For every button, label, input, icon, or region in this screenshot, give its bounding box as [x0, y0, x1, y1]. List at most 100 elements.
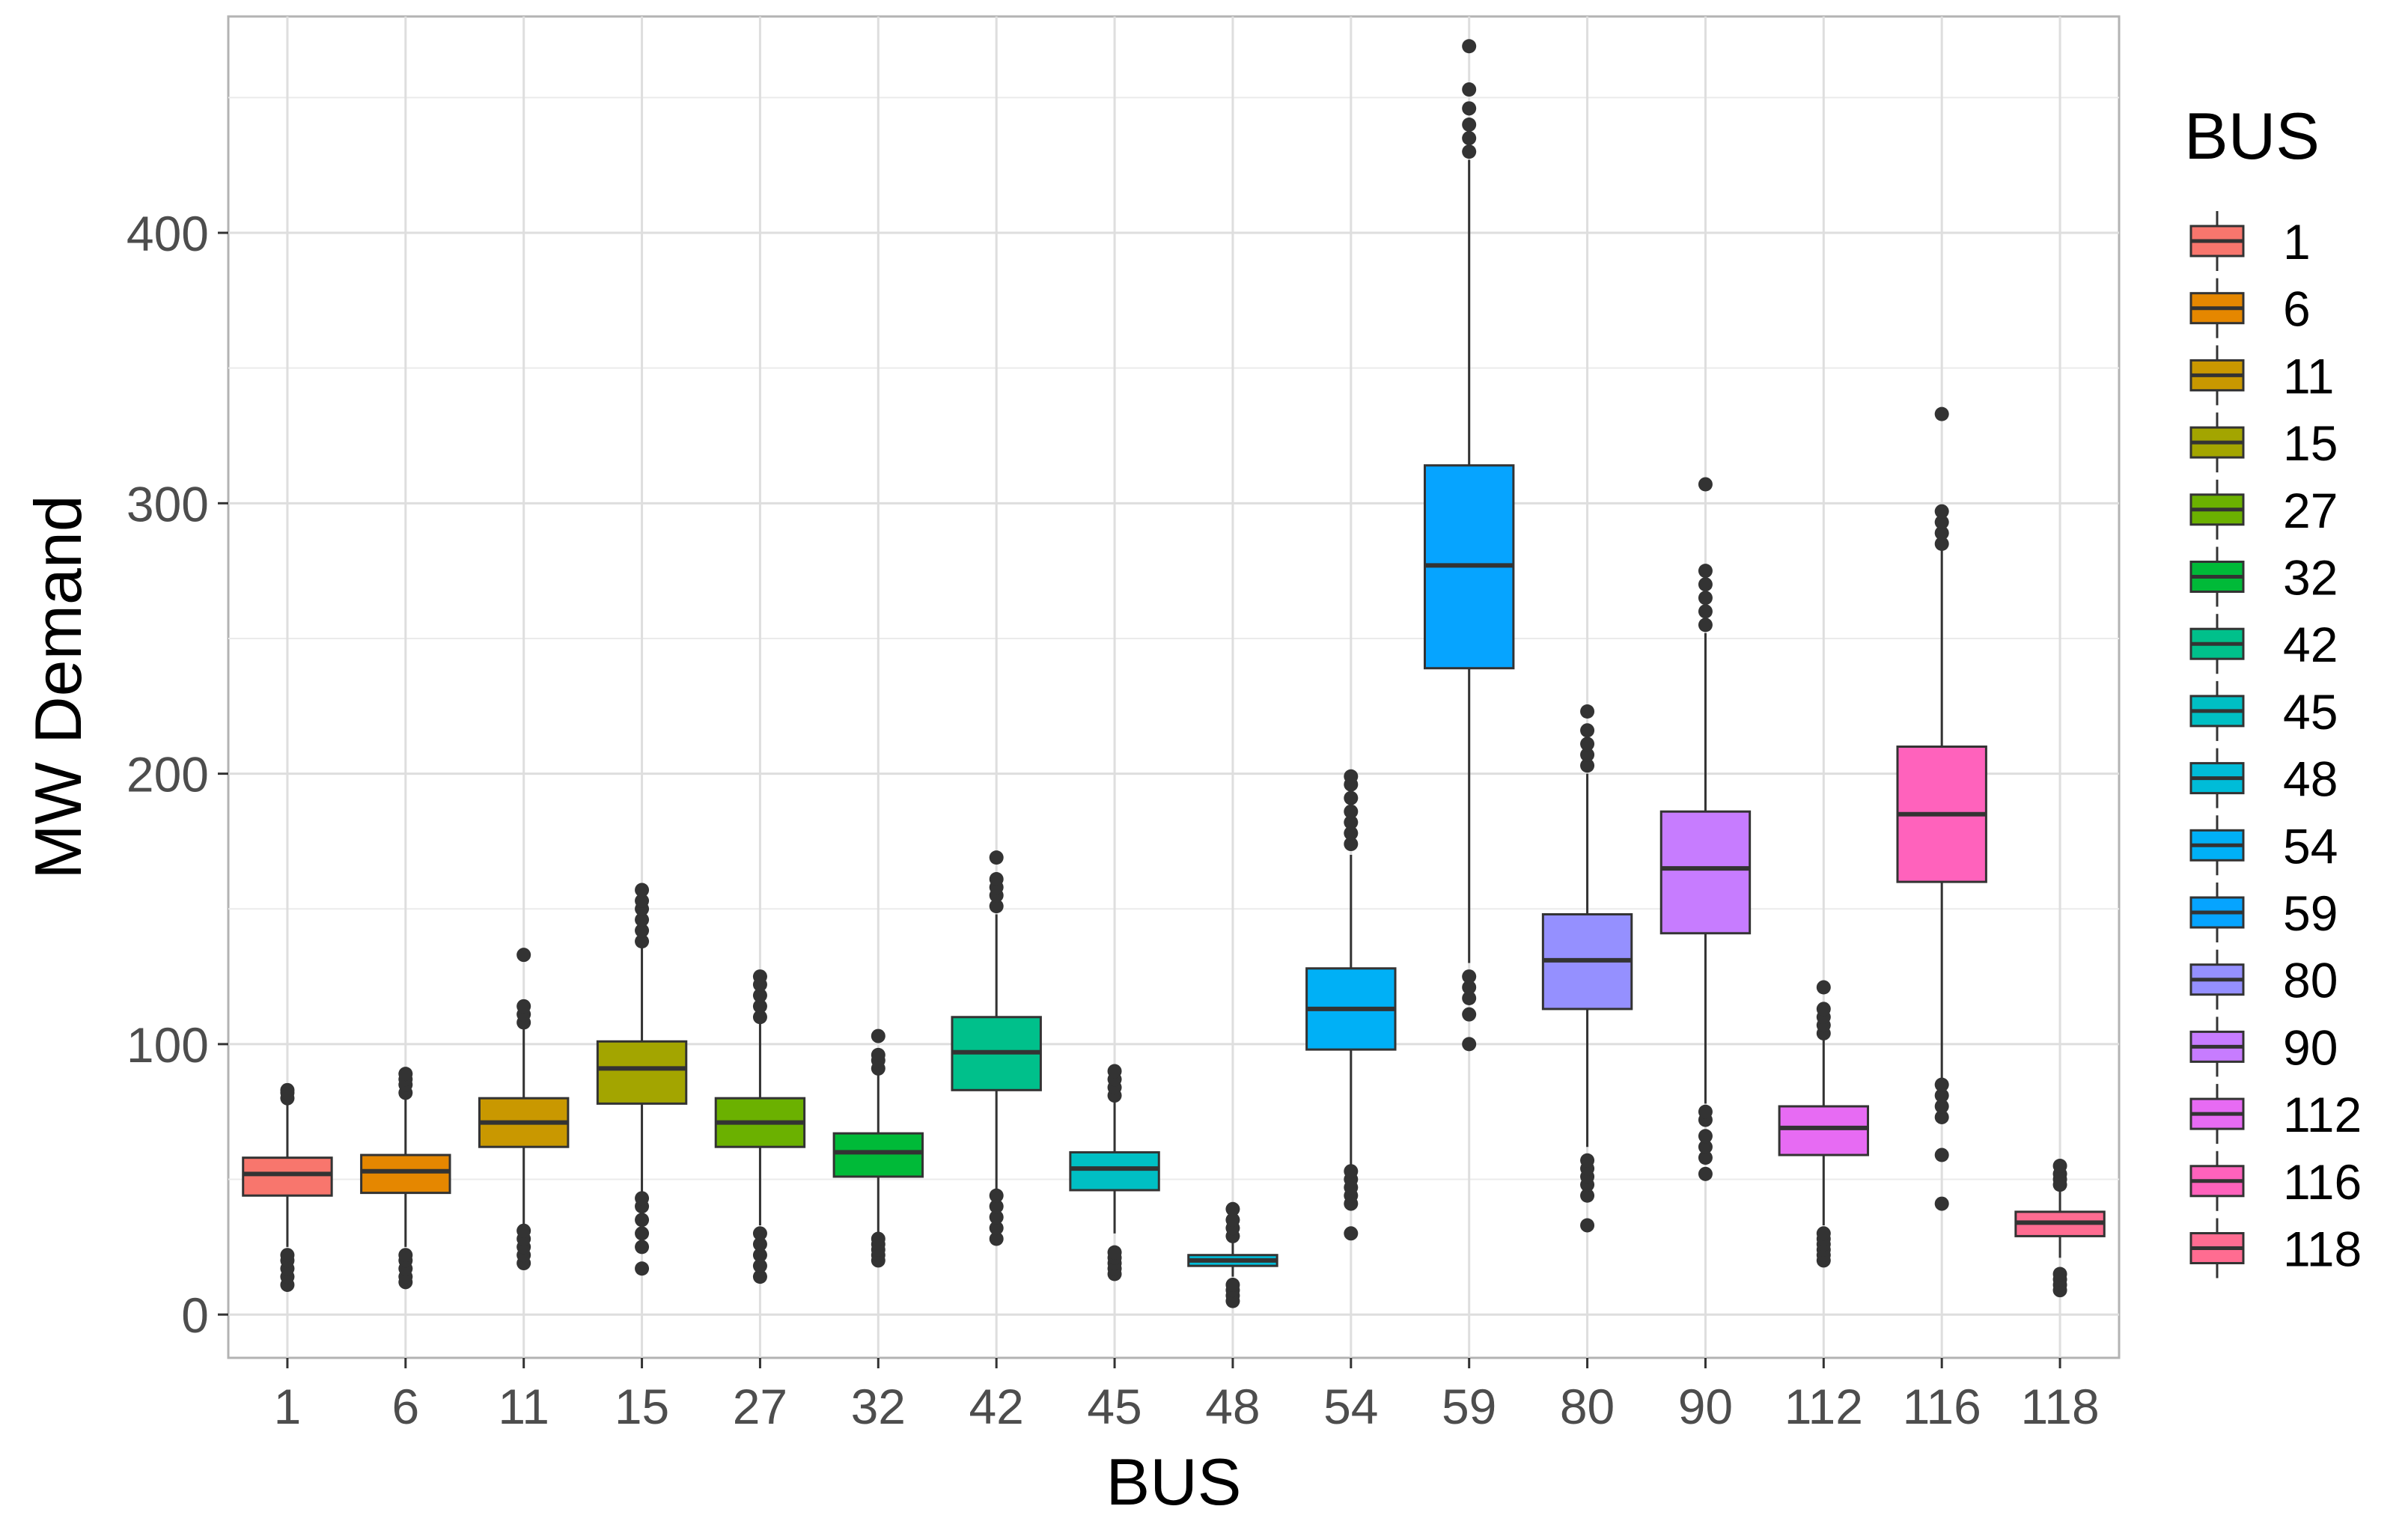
legend-item-27: 27	[2184, 476, 2338, 543]
box-bus-116	[1896, 406, 1987, 1211]
outlier-point	[1580, 1218, 1595, 1233]
y-tick-label: 100	[127, 1017, 209, 1073]
legend-item-54: 54	[2184, 812, 2338, 879]
outlier-point	[1344, 1226, 1359, 1241]
outlier-point	[1344, 769, 1359, 784]
box-iqr	[832, 1132, 924, 1178]
outlier-point	[1698, 618, 1713, 633]
box-bus-48	[1187, 1201, 1278, 1308]
legend-item-label: 6	[2283, 281, 2311, 337]
legend-item-11: 11	[2184, 342, 2335, 409]
legend-item-label: 54	[2283, 818, 2338, 874]
x-axis: 1 6 11 15 27 32 42 45 48 54 59 80 90 112 116 118	[274, 1358, 2100, 1434]
box-bus-118	[2014, 1158, 2106, 1298]
box-bus-32	[832, 1028, 924, 1268]
x-tick-label: 112	[1784, 1379, 1863, 1434]
x-axis-label: BUS	[1106, 1445, 1242, 1519]
outlier-point	[1698, 1104, 1713, 1119]
legend-item-label: 80	[2283, 953, 2338, 1008]
box-bus-112	[1778, 980, 1870, 1268]
outlier-point	[635, 1191, 650, 1206]
outlier-point	[1934, 537, 1949, 552]
box-bus-42	[951, 850, 1042, 1246]
outlier-point	[1698, 564, 1713, 579]
legend-item-label: 90	[2283, 1019, 2338, 1075]
legend-items: 1 6 11 15 27 32 42 45 48 54 59 80 90 112 116 118	[2184, 208, 2362, 1281]
outlier-point	[1462, 1037, 1477, 1052]
outlier-point	[1344, 790, 1359, 805]
box-iqr	[1778, 1105, 1870, 1156]
outlier-point	[635, 1240, 650, 1255]
outlier-point	[1934, 515, 1949, 530]
outlier-point	[516, 999, 531, 1014]
outlier-point	[1462, 980, 1477, 995]
outlier-point	[1698, 577, 1713, 592]
outlier-point	[398, 1067, 413, 1082]
outlier-point	[635, 923, 650, 938]
outlier-point	[1344, 826, 1359, 841]
legend-item-label: 1	[2283, 214, 2311, 269]
outlier-point	[1698, 1150, 1713, 1165]
outlier-point	[1462, 131, 1477, 146]
x-tick-label: 118	[2020, 1379, 2099, 1434]
box-iqr	[1659, 810, 1752, 935]
outlier-point	[1816, 980, 1831, 995]
outlier-point	[1344, 837, 1359, 852]
outlier-point	[1462, 969, 1477, 984]
outlier-point	[1107, 1245, 1122, 1260]
legend-item-116: 116	[2184, 1147, 2362, 1214]
legend-item-label: 45	[2283, 684, 2338, 740]
outlier-point	[989, 850, 1004, 865]
outlier-point	[1816, 1002, 1831, 1017]
outlier-point	[2052, 1158, 2067, 1173]
legend-item-1: 1	[2184, 208, 2311, 274]
y-tick-label: 200	[127, 747, 209, 802]
box-bus-80	[1541, 704, 1633, 1233]
outlier-point	[1816, 1226, 1831, 1241]
outlier-point	[1934, 1109, 1949, 1124]
outlier-point	[1934, 1099, 1949, 1114]
outlier-point	[2052, 1267, 2067, 1281]
outlier-point	[1934, 1147, 1949, 1162]
outlier-point	[752, 1010, 767, 1025]
y-tick-label: 400	[127, 206, 209, 261]
outlier-point	[1698, 604, 1713, 619]
box-bus-6	[360, 1067, 451, 1290]
outlier-point	[635, 1261, 650, 1276]
outlier-point	[1462, 82, 1477, 97]
outlier-point	[752, 1270, 767, 1284]
outlier-point	[1225, 1277, 1240, 1292]
outlier-point	[635, 912, 650, 927]
legend-item-42: 42	[2184, 611, 2338, 677]
box-bus-11	[478, 948, 570, 1271]
legend-item-label: 27	[2283, 483, 2338, 538]
box-bus-90	[1659, 477, 1752, 1181]
outlier-point	[635, 934, 650, 949]
legend-item-59: 59	[2184, 880, 2338, 945]
y-tick-label: 0	[181, 1287, 209, 1343]
legend-item-118: 118	[2184, 1215, 2362, 1281]
outlier-point	[635, 893, 650, 908]
outlier-point	[1698, 1129, 1713, 1144]
outlier-point	[752, 1248, 767, 1263]
legend-item-32: 32	[2184, 543, 2338, 610]
box-bus-1	[242, 1082, 333, 1292]
y-axis-label: MW Demand	[21, 495, 95, 879]
outlier-point	[1934, 504, 1949, 519]
outlier-point	[1698, 591, 1713, 606]
box-bus-45	[1069, 1064, 1160, 1281]
box-bus-27	[714, 969, 806, 1284]
outlier-point	[1344, 815, 1359, 830]
outlier-point	[1462, 39, 1477, 54]
legend-item-80: 80	[2184, 946, 2338, 1013]
outlier-point	[752, 1258, 767, 1273]
outlier-point	[280, 1248, 295, 1263]
box-bus-54	[1305, 769, 1397, 1241]
x-tick-label: 32	[851, 1379, 906, 1434]
outlier-point	[871, 1028, 886, 1043]
legend-item-90: 90	[2184, 1014, 2338, 1080]
outlier-point	[635, 1226, 650, 1241]
legend-item-label: 118	[2283, 1222, 2362, 1277]
y-axis: 0 100 200 300 400	[127, 206, 228, 1343]
